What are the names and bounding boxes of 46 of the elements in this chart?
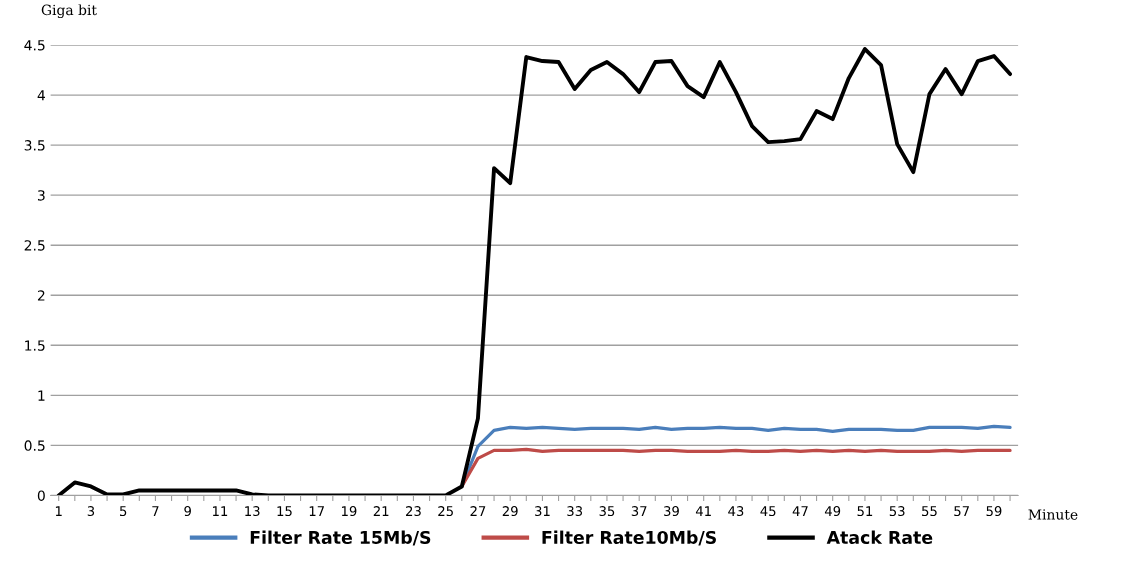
legend-label: Filter Rate10Mb/S <box>542 530 716 546</box>
y-tick-label: 2.5 <box>24 240 45 251</box>
x-tick-label: 25 <box>438 506 453 517</box>
x-tick-label: 29 <box>502 506 518 517</box>
y-tick-label: 1 <box>38 390 45 401</box>
x-tick-label: 31 <box>535 506 550 517</box>
x-tick-label: 35 <box>599 506 615 517</box>
x-tick-label: 7 <box>152 506 159 516</box>
y-tick-label: 3.5 <box>24 140 45 151</box>
y-tick-label: 0.5 <box>24 440 45 451</box>
x-tick-label: 3 <box>87 506 95 517</box>
x-tick-label: 45 <box>760 506 776 517</box>
x-tick-label: 47 <box>792 506 808 516</box>
x-tick-label: 37 <box>631 506 647 517</box>
x-tick-label: 11 <box>212 506 228 516</box>
x-tick-label: 39 <box>664 506 679 517</box>
x-tick-label: 13 <box>245 506 260 517</box>
x-tick-label: 1 <box>55 506 62 516</box>
x-tick-label: 33 <box>567 506 583 517</box>
x-tick-label: 53 <box>889 506 905 517</box>
x-tick-label: 23 <box>406 506 421 517</box>
x-tick-label: 59 <box>986 506 1002 517</box>
x-tick-label: 57 <box>954 506 969 517</box>
y-axis-title: Giga bit <box>41 4 97 19</box>
y-tick-label: 1.5 <box>25 340 45 351</box>
y-tick-label: 4 <box>37 90 45 101</box>
legend-label: Atack Rate <box>826 530 933 545</box>
x-tick-label: 9 <box>184 506 191 517</box>
x-tick-label: 43 <box>728 506 744 517</box>
x-axis-title: Minute <box>1028 509 1078 520</box>
x-tick-label: 55 <box>922 506 937 517</box>
x-tick-label: 17 <box>309 506 324 516</box>
x-tick-label: 49 <box>824 506 841 517</box>
x-tick-label: 41 <box>695 506 711 516</box>
x-tick-label: 19 <box>341 506 357 517</box>
y-tick-label: 2 <box>37 290 45 301</box>
x-tick-label: 15 <box>277 506 292 517</box>
y-tick-label: 0 <box>37 490 45 501</box>
x-tick-label: 21 <box>373 506 389 516</box>
legend-label: Filter Rate 15Mb/S <box>250 530 431 546</box>
x-tick-label: 5 <box>120 506 127 517</box>
line-series <box>56 47 1013 496</box>
y-tick-label: 3 <box>37 190 45 201</box>
x-tick-label: 51 <box>857 506 873 517</box>
y-tick-label: 4.5 <box>24 40 45 51</box>
x-tick-label: 27 <box>470 506 486 516</box>
